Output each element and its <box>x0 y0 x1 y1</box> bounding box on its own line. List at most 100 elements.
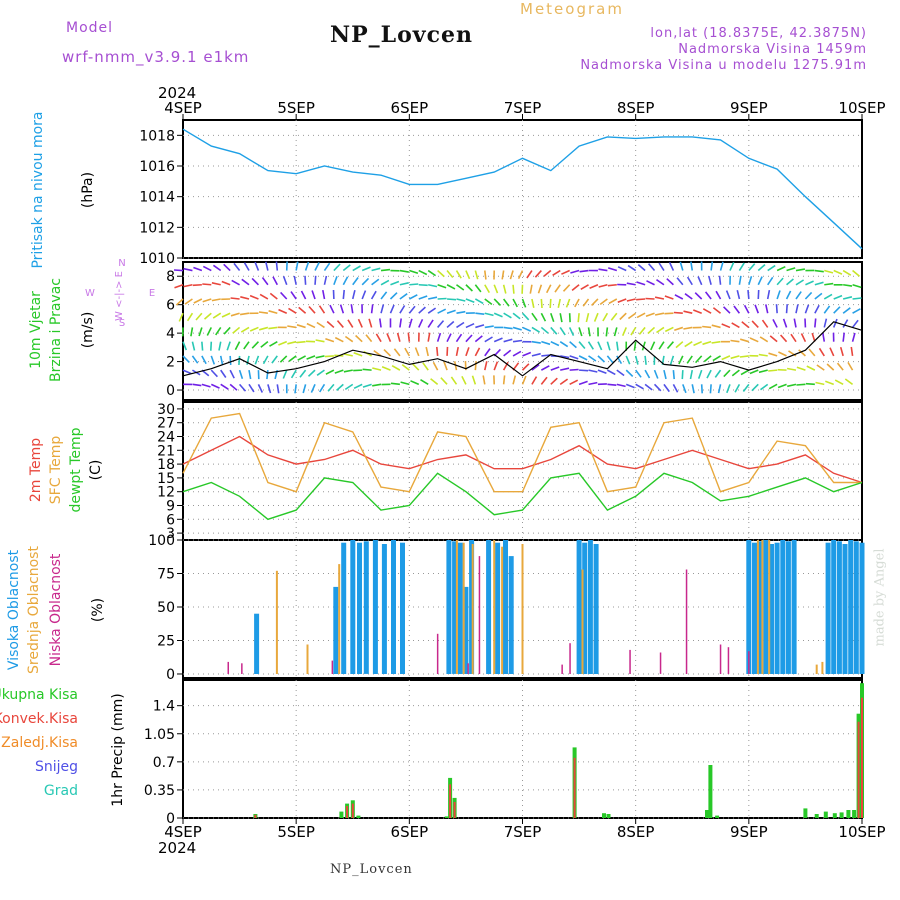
wind-arrow <box>602 312 609 322</box>
wind-arrow <box>361 290 367 300</box>
compass-e-label: E <box>149 288 155 299</box>
wind-arrow <box>697 276 703 286</box>
wind-arrow <box>344 335 354 343</box>
wind-arrow <box>550 377 558 385</box>
wind-arrow <box>669 355 675 365</box>
wind-arrow <box>192 283 202 287</box>
wind-arrow <box>198 327 203 337</box>
wind-arrow <box>184 298 193 305</box>
cloud-bar-0 <box>508 556 514 674</box>
wind-arrow <box>408 305 416 314</box>
wind-arrow <box>262 355 269 365</box>
wind-arrow <box>597 341 603 351</box>
wind-arrow <box>418 295 428 300</box>
x-bottom-date-label: 10SEP <box>838 823 885 841</box>
wind-arrow <box>275 261 279 271</box>
wind-arrow <box>323 262 331 271</box>
wind-arrow <box>739 338 750 343</box>
wind-arrow <box>693 340 703 347</box>
wind-arrow <box>621 327 627 337</box>
wind-arrow <box>526 270 533 279</box>
y-tick-label: 75 <box>157 566 175 582</box>
wind-arrow <box>243 262 250 271</box>
wind-arrow <box>521 298 527 308</box>
cloud-bar-1 <box>471 544 474 674</box>
cloud-bar-0 <box>446 540 452 674</box>
wind-arrow <box>432 361 439 371</box>
wind-arrow <box>267 384 272 394</box>
wind-arrow <box>288 307 297 314</box>
wind-arrow <box>578 355 588 361</box>
wind-arrow <box>733 305 741 314</box>
wind-arrow <box>617 266 627 272</box>
wind-arrow <box>202 298 212 303</box>
wind-arrow <box>786 278 794 286</box>
wind-arrow <box>430 378 439 385</box>
wind-arrow <box>598 268 608 272</box>
cloud-bar-0 <box>363 541 369 674</box>
wind-arrow <box>751 320 759 328</box>
wind-arrow <box>401 363 410 371</box>
wind-arrow <box>465 298 475 303</box>
wind-arrow <box>738 275 742 285</box>
wind-arrow <box>826 363 835 371</box>
cloud-bar-2 <box>436 633 439 674</box>
wind-arrow <box>193 298 203 304</box>
wind-arrow <box>531 340 541 344</box>
precip-bar-0 <box>705 810 709 818</box>
wind-arrow <box>234 341 241 351</box>
meteogram-label: Meteogram <box>520 0 624 18</box>
wind-arrow <box>266 370 269 380</box>
wind-arrow <box>736 290 741 300</box>
wind-arrow <box>633 341 637 351</box>
wind-arrow <box>656 326 665 334</box>
wind-arrow <box>550 366 560 371</box>
y-tick-label: 24 <box>157 430 175 446</box>
wind-arrow <box>456 310 466 315</box>
wind-arrow <box>559 341 569 348</box>
wind-arrow <box>287 325 297 329</box>
wind-arrow <box>455 270 462 279</box>
cloud-bar-0 <box>254 613 260 674</box>
cloud-bar-2 <box>659 652 662 674</box>
wind-arrow <box>362 383 372 388</box>
wind-arrow <box>560 355 570 359</box>
wind-arrow <box>806 365 816 371</box>
wind-arrow <box>613 327 618 337</box>
wind-arrow <box>298 306 307 314</box>
precip-legend-item: Ukupna Kisa <box>0 687 78 703</box>
wind-arrow <box>691 384 695 394</box>
wind-arrow <box>766 289 771 300</box>
wind-arrow <box>758 353 768 357</box>
y-tick-label: 30 <box>157 402 175 418</box>
wind-arrow <box>543 269 552 277</box>
wind-arrow <box>674 294 684 300</box>
wind-arrow <box>437 308 447 314</box>
wind-arrow <box>493 312 503 318</box>
wind-arrow <box>483 361 488 371</box>
wind-arrow <box>767 264 776 272</box>
wind-arrow <box>407 332 411 342</box>
wind-arrow <box>293 275 297 285</box>
wind-arrow <box>436 346 439 356</box>
wind-arrow <box>311 290 316 300</box>
wind-arrow <box>427 269 437 277</box>
cloud-bar-0 <box>341 542 347 674</box>
cloud-bar-0 <box>350 540 356 674</box>
wind-arrow <box>593 312 599 322</box>
y-tick-label: 0.7 <box>153 755 175 771</box>
wind-arrow <box>396 332 401 342</box>
wind-arrow <box>215 326 222 336</box>
wind-arrow <box>644 369 651 379</box>
wind-arrow <box>714 369 722 378</box>
wind-arrow <box>482 375 486 385</box>
cloud-bar-1 <box>462 542 465 674</box>
cloud-bar-0 <box>791 540 797 674</box>
lonlat-label: lon,lat (18.8375E, 42.3875N) <box>650 26 867 41</box>
wind-arrow <box>775 304 778 314</box>
wind-arrow <box>257 384 264 393</box>
wind-arrow <box>709 384 712 394</box>
cloud-bar-0 <box>400 542 405 674</box>
wind-arrow <box>484 336 493 343</box>
wind-arrow <box>503 338 513 343</box>
